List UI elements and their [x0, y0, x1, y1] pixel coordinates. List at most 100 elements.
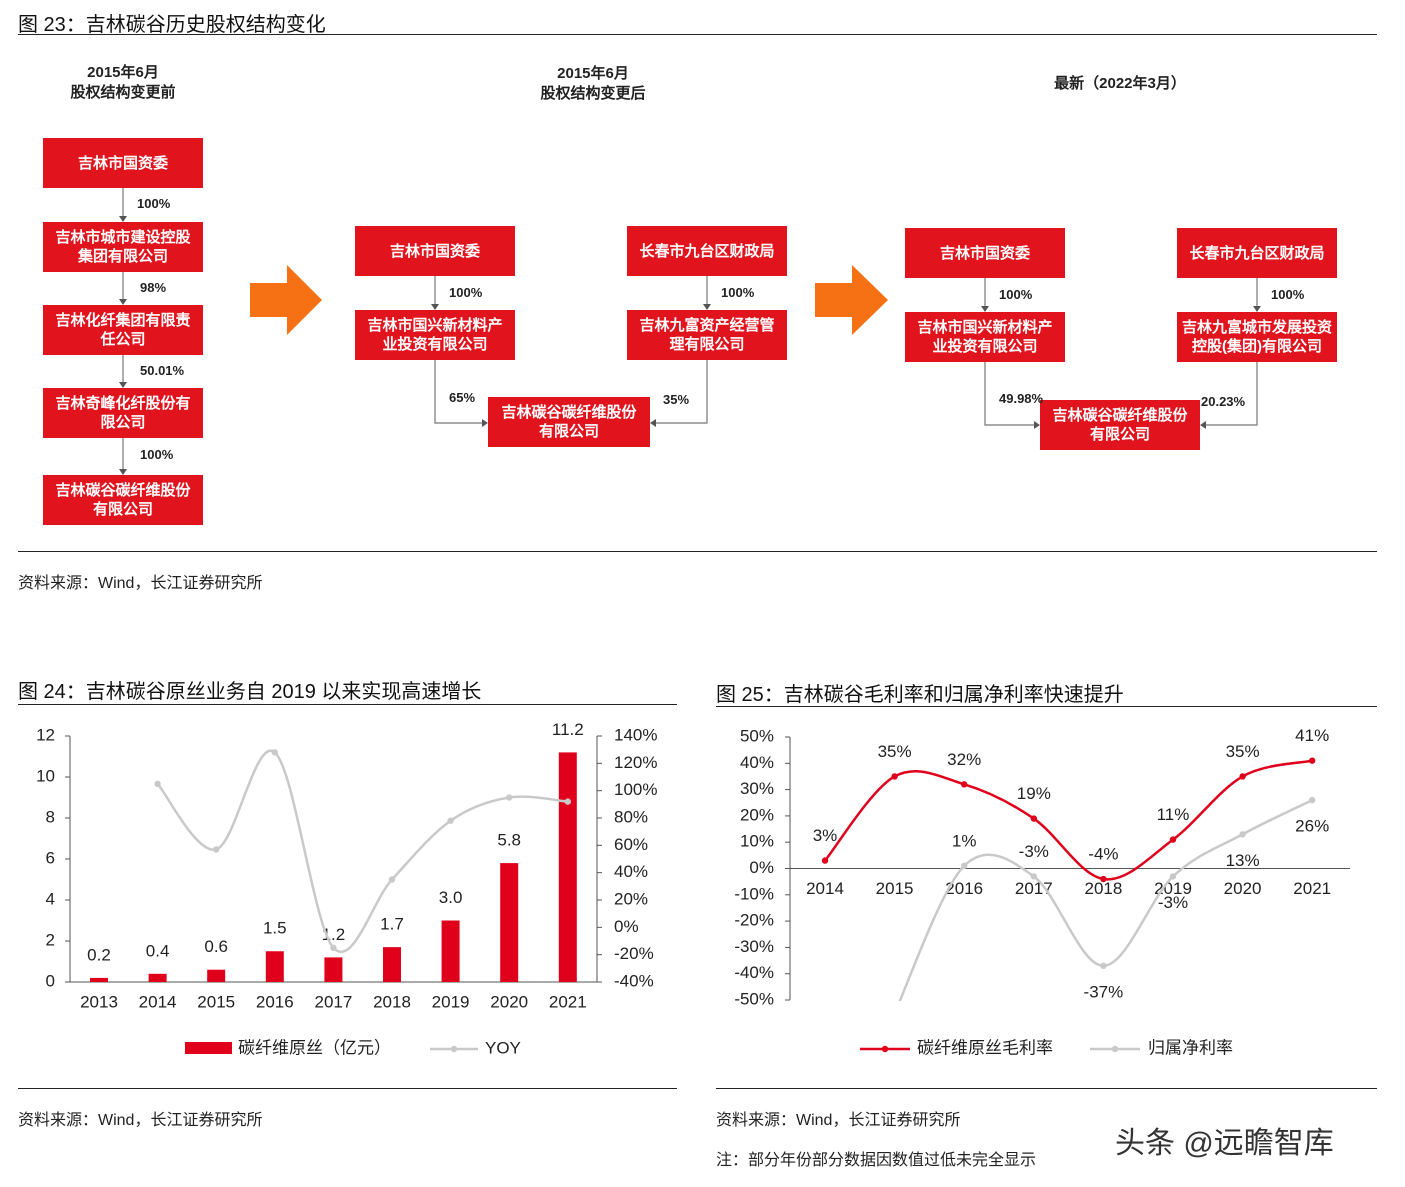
y-tick-label: 8	[46, 807, 55, 826]
edge-label: 100%	[1271, 287, 1305, 302]
x-tick-label: 2016	[945, 879, 983, 898]
y-tick-label: -10%	[734, 884, 774, 903]
node: 吉林化纤集团有限责任公司	[43, 305, 203, 355]
note: 注：部分年份部分数据因数值过低未完全显示	[716, 1152, 1037, 1169]
legend-swatch	[881, 1045, 889, 1053]
legend-label: 碳纤维原丝毛利率	[917, 1038, 1053, 1057]
y-tick-label: 40%	[740, 753, 774, 772]
y2-tick-label: 0%	[614, 917, 639, 936]
bar	[324, 957, 343, 982]
node: 吉林奇峰化纤股份有限公司	[43, 388, 203, 438]
plot	[821, 757, 1316, 1001]
y-tick-label: 12	[36, 725, 55, 744]
heading: 2015年6月 股权结构变更前	[70, 64, 176, 101]
edge-label: 35%	[663, 392, 690, 407]
node: 吉林碳谷碳纤维股份有限公司	[488, 397, 650, 447]
edge-label: 100%	[449, 285, 483, 300]
edge-label: 50.01%	[140, 363, 185, 378]
data-label: 0.2	[87, 945, 111, 964]
y-tick-label: 0%	[749, 858, 774, 877]
data-label: 0.6	[204, 937, 228, 956]
y-tick-label: -30%	[734, 937, 774, 956]
node: 长春市九台区财政局	[1177, 228, 1337, 278]
node: 吉林市国资委	[355, 226, 515, 276]
legend-swatch	[185, 1042, 232, 1054]
y-tick-label: 10	[36, 766, 55, 785]
y-tick-label: -40%	[734, 963, 774, 982]
marker	[447, 817, 454, 824]
data-label: -4%	[1088, 845, 1118, 864]
data-label: 26%	[1295, 817, 1329, 836]
data-label: 35%	[878, 742, 912, 761]
marker	[821, 857, 829, 864]
bar	[441, 920, 460, 982]
bar	[383, 947, 401, 982]
data-label: 35%	[1226, 742, 1260, 761]
x-tick-label: 2018	[1084, 879, 1122, 898]
marker	[388, 876, 396, 883]
y-tick-label: 4	[46, 889, 55, 908]
data-label: 3.0	[439, 888, 463, 907]
marker	[1309, 796, 1316, 804]
data-label: 32%	[947, 750, 981, 769]
node: 吉林市国兴新材料产业投资有限公司	[905, 312, 1065, 362]
x-tick-label: 2015	[197, 992, 235, 1011]
node: 吉林九富资产经营管理有限公司	[627, 310, 787, 360]
y2-tick-label: -20%	[614, 944, 654, 963]
heading: 2015年6月 股权结构变更后	[540, 65, 646, 102]
data-label: 11%	[1157, 805, 1190, 824]
y2-tick-label: -40%	[614, 971, 654, 990]
data-label: -37%	[1084, 982, 1124, 1001]
x-tick-label: 2015	[876, 879, 914, 898]
data-label: 3%	[813, 826, 838, 845]
edge-label: 100%	[137, 196, 171, 211]
marker	[1030, 873, 1038, 880]
node: 吉林碳谷碳纤维股份有限公司	[1040, 400, 1200, 450]
x-tick-label: 2014	[806, 879, 844, 898]
data-label: 1%	[952, 831, 977, 850]
marker	[1239, 773, 1246, 780]
legend-label: 碳纤维原丝（亿元）	[238, 1038, 391, 1057]
edge-label: 49.98%	[999, 391, 1044, 406]
data-label: 13%	[1226, 851, 1260, 870]
bar	[558, 752, 577, 982]
rule	[18, 551, 1377, 552]
data-label: 11.2	[552, 720, 584, 739]
data-label: 0.4	[146, 941, 170, 960]
marker	[564, 798, 571, 805]
marker	[213, 846, 220, 853]
y2-tick-label: 120%	[614, 753, 657, 772]
y-tick-label: 2	[46, 930, 55, 949]
marker	[154, 780, 161, 788]
data-label: 1.5	[263, 919, 287, 938]
y-tick-label: -20%	[734, 911, 774, 930]
x-tick-label: 2019	[432, 992, 470, 1011]
node: 长春市九台区财政局	[627, 226, 787, 276]
marker	[1030, 815, 1038, 822]
bar	[500, 863, 519, 982]
data-label: 41%	[1295, 726, 1329, 745]
figure-title: 图 23：吉林碳谷历史股权结构变化	[18, 14, 326, 36]
heading: 最新（2022年3月）	[1054, 75, 1186, 92]
arrow	[250, 265, 322, 335]
node: 吉林碳谷碳纤维股份有限公司	[43, 475, 203, 525]
source: 资料来源：Wind，长江证券研究所	[18, 575, 263, 592]
x-tick-label: 2021	[549, 992, 587, 1011]
x-tick-label: 2020	[1224, 879, 1262, 898]
y-tick-label: -50%	[734, 989, 774, 1008]
edge-label: 65%	[449, 390, 476, 405]
bar	[265, 951, 284, 982]
y2-tick-label: 80%	[614, 807, 648, 826]
bar	[90, 977, 108, 982]
data-label: 1.7	[380, 915, 404, 934]
marker	[271, 749, 278, 756]
marker	[506, 794, 513, 801]
legend-label: 归属净利率	[1148, 1038, 1233, 1057]
marker	[1309, 757, 1316, 764]
x-tick-label: 2021	[1293, 879, 1331, 898]
legend-label: YOY	[485, 1038, 521, 1057]
marker	[961, 781, 968, 788]
source: 资料来源：Wind，长江证券研究所	[18, 1112, 263, 1129]
